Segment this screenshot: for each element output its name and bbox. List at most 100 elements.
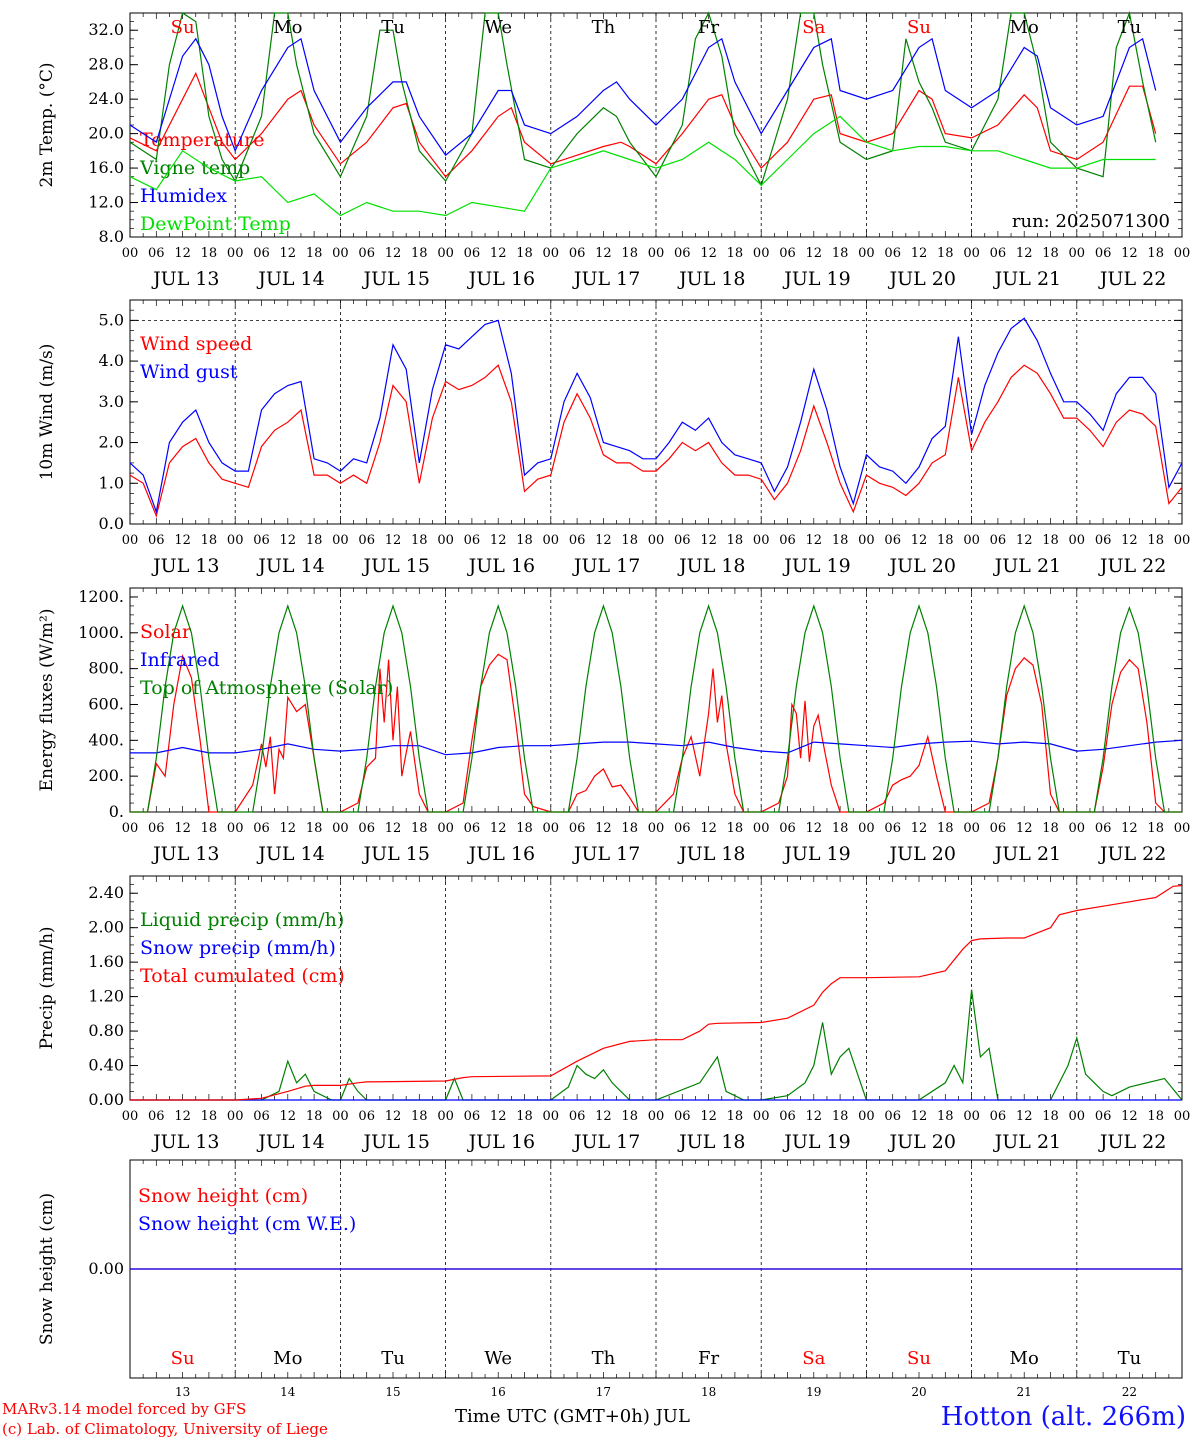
x-hour-label: 12 — [490, 1109, 507, 1124]
x-day-label: JUL 13 — [151, 1131, 219, 1153]
x-hour-label: 18 — [201, 1109, 218, 1124]
x-day-label: JUL 14 — [256, 843, 324, 865]
x-hour-label: 00 — [963, 533, 980, 548]
x-hour-label: 00 — [963, 1109, 980, 1124]
weekday-label: Fr — [698, 17, 719, 38]
x-hour-label: 00 — [543, 821, 560, 836]
y-tick-label: 1200. — [78, 587, 124, 606]
legend-entry: Total cumulated (cm) — [140, 965, 345, 987]
y-tick-label: 0.00 — [88, 1090, 124, 1109]
x-hour-label: 12 — [1121, 821, 1138, 836]
x-day-label: JUL 16 — [467, 1131, 535, 1153]
x-hour-label: 12 — [385, 821, 402, 836]
x-hour-label: 00 — [1174, 246, 1191, 261]
x-hour-label: 00 — [858, 821, 875, 836]
weekday-label: Mo — [1010, 1348, 1039, 1369]
x-hour-label: 06 — [464, 246, 481, 261]
legend-entry: Infrared — [140, 649, 220, 671]
weekday-label: Su — [171, 17, 195, 38]
x-day-label: JUL 16 — [467, 268, 535, 290]
x-hour-label: 12 — [174, 821, 191, 836]
x-hour-label: 06 — [1095, 246, 1112, 261]
weekday-label: Tu — [381, 1348, 405, 1369]
copyright-credit: (c) Lab. of Climatology, University of L… — [2, 1420, 328, 1438]
x-hour-label: 06 — [990, 821, 1007, 836]
x-hour-label: 18 — [1147, 246, 1164, 261]
x-hour-label: 18 — [1147, 821, 1164, 836]
x-hour-label: 06 — [358, 246, 375, 261]
x-day-label: JUL 14 — [256, 1131, 324, 1153]
weekday-label: Tu — [1118, 17, 1142, 38]
x-hour-label: 06 — [884, 246, 901, 261]
y-tick-label: 800. — [88, 659, 124, 678]
x-hour-label: 00 — [1174, 533, 1191, 548]
x-hour-label: 06 — [569, 1109, 586, 1124]
x-hour-label: 12 — [806, 821, 823, 836]
x-hour-label: 06 — [1095, 821, 1112, 836]
x-day-label: JUL 18 — [677, 843, 745, 865]
x-hour-label: 00 — [543, 246, 560, 261]
x-hour-label: 12 — [700, 1109, 717, 1124]
x-hour-label: 12 — [280, 821, 297, 836]
series-line-blue — [130, 739, 1183, 756]
x-hour-label: 00 — [753, 1109, 770, 1124]
weekday-label: Th — [592, 17, 616, 38]
weekday-label: Sa — [802, 1348, 825, 1369]
x-day-label: JUL 21 — [993, 843, 1061, 865]
x-hour-label: 18 — [516, 821, 533, 836]
x-hour-label: 18 — [1147, 533, 1164, 548]
x-hour-label: 00 — [648, 533, 665, 548]
x-day-label: JUL 13 — [151, 268, 219, 290]
day-number-label: 17 — [596, 1385, 611, 1399]
y-tick-label: 200. — [88, 766, 124, 785]
weekday-label: Mo — [273, 17, 302, 38]
x-hour-label: 00 — [648, 821, 665, 836]
x-hour-label: 06 — [779, 246, 796, 261]
x-hour-label: 12 — [595, 821, 612, 836]
x-hour-label: 18 — [411, 246, 428, 261]
legend-entry: DewPoint Temp — [140, 213, 291, 235]
x-hour-label: 18 — [727, 821, 744, 836]
station-title: Hotton (alt. 266m) — [940, 1402, 1186, 1432]
y-tick-label: 28.0 — [88, 55, 124, 74]
x-hour-label: 12 — [490, 821, 507, 836]
x-hour-label: 12 — [1016, 821, 1033, 836]
panel-frame-1 — [129, 299, 1183, 525]
x-hour-label: 18 — [306, 533, 323, 548]
x-hour-label: 06 — [1095, 1109, 1112, 1124]
x-hour-label: 00 — [753, 821, 770, 836]
x-hour-label: 12 — [700, 821, 717, 836]
x-hour-label: 06 — [253, 1109, 270, 1124]
x-hour-label: 18 — [937, 533, 954, 548]
y-tick-label: 4.0 — [99, 351, 124, 370]
y-tick-label: 600. — [88, 694, 124, 713]
x-hour-label: 06 — [358, 1109, 375, 1124]
x-hour-label: 18 — [937, 1109, 954, 1124]
x-hour-label: 18 — [832, 1109, 849, 1124]
x-day-label: JUL 17 — [572, 268, 640, 290]
x-hour-label: 12 — [280, 533, 297, 548]
x-hour-label: 18 — [411, 1109, 428, 1124]
day-number-label: 18 — [701, 1385, 716, 1399]
y-tick-label: 1.20 — [88, 987, 124, 1006]
weekday-label: Su — [171, 1348, 195, 1369]
y-tick-label: 12.0 — [88, 193, 124, 212]
legend-entry: Wind speed — [140, 333, 252, 355]
y-tick-label: 16.0 — [88, 158, 124, 177]
y-axis-label: Snow height (cm) — [37, 1193, 57, 1345]
y-tick-label: 0.00 — [88, 1259, 124, 1278]
series-line-blue — [129, 317, 1183, 515]
legend-entry: Liquid precip (mm/h) — [140, 909, 344, 931]
x-day-label: JUL 16 — [467, 843, 535, 865]
x-day-label: JUL 14 — [256, 268, 324, 290]
x-hour-label: 00 — [227, 821, 244, 836]
x-day-label: JUL 15 — [361, 843, 429, 865]
x-hour-label: 18 — [411, 821, 428, 836]
x-hour-label: 06 — [358, 533, 375, 548]
series-line-green — [129, 10, 1157, 187]
x-hour-label: 18 — [727, 533, 744, 548]
weekday-label: Th — [592, 1348, 616, 1369]
legend-entry: Wind gust — [140, 361, 238, 383]
x-day-label: JUL 18 — [677, 1131, 745, 1153]
x-day-label: JUL 17 — [572, 1131, 640, 1153]
